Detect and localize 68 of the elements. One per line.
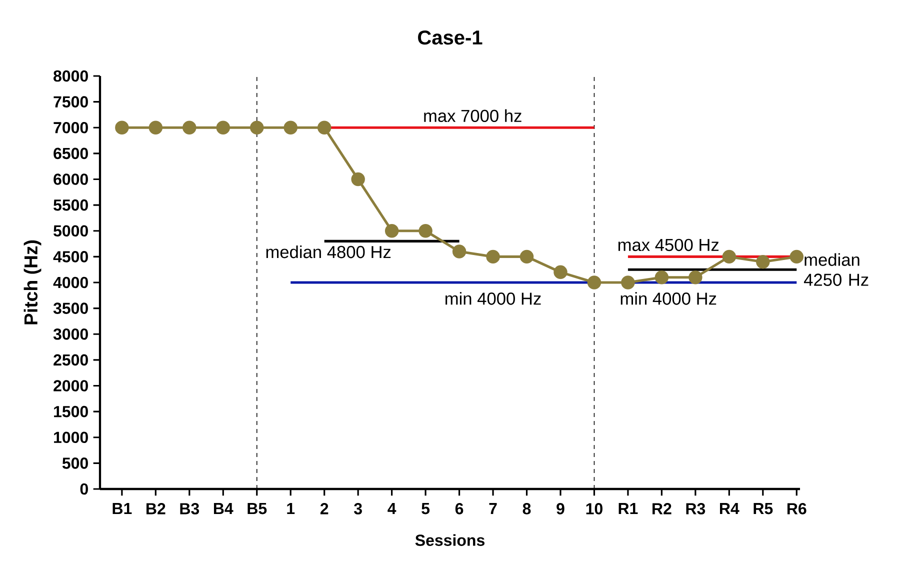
point: [284, 120, 298, 134]
x-tick-label: 7: [489, 503, 497, 514]
point: [486, 250, 500, 264]
y-tick-label: 0: [80, 483, 88, 495]
y-tick-label: 2000: [54, 380, 88, 392]
annotation: median 4800 Hz: [266, 245, 391, 258]
point: [250, 120, 264, 134]
x-tick-label: 8: [522, 503, 531, 514]
y-tick-label: 4500: [53, 251, 88, 262]
x-tick-label: B1: [112, 503, 132, 514]
x-tick-label: B2: [146, 503, 166, 514]
point: [384, 224, 399, 238]
x-tick-label: 4: [388, 503, 396, 514]
y-tick-label: 2500: [54, 354, 88, 366]
y-tick-label: 4000: [53, 276, 88, 288]
x-axis-title: Sessions: [415, 534, 484, 546]
y-tick-label: 5000: [54, 225, 88, 237]
x-tick-label: 9: [556, 503, 564, 514]
x-tick-label: B3: [180, 503, 200, 514]
y-tick-label: 6000: [54, 174, 88, 185]
y-tick-label: 7000: [54, 122, 88, 134]
point: [722, 250, 736, 264]
x-tick-label: 10: [586, 503, 602, 514]
x-tick-label: R2: [652, 503, 672, 514]
y-axis-title: Pitch (Hz): [24, 240, 42, 324]
x-tick-label: 2: [320, 503, 328, 514]
x-tick-label: R5: [754, 503, 773, 514]
y-tick-label: 8000: [54, 70, 88, 82]
point: [756, 254, 770, 269]
y-tick-label: 3000: [53, 328, 88, 340]
y-tick-label: 500: [62, 458, 88, 469]
y-tick-label: 1500: [54, 406, 88, 418]
x-tick-label: 6: [455, 503, 464, 514]
point: [452, 244, 466, 258]
point: [587, 276, 602, 290]
x-tick-label: R1: [618, 503, 638, 514]
point: [688, 270, 702, 284]
y-tick-label: 7500: [54, 96, 88, 108]
y-tick-label: 5500: [54, 199, 88, 211]
x-tick-label: 1: [287, 503, 295, 514]
point: [148, 120, 163, 134]
point: [115, 120, 129, 134]
annotation: min 4000 Hz: [620, 292, 716, 305]
x-tick-label: B5: [248, 503, 267, 514]
point: [418, 224, 432, 238]
point: [621, 276, 635, 290]
point: [351, 172, 365, 186]
point: [520, 250, 534, 264]
point: [317, 120, 332, 134]
y-tick-label: 3500: [53, 302, 88, 314]
annotation: max 7000 hz: [424, 109, 522, 122]
point: [554, 265, 568, 280]
x-tick-label: R6: [787, 503, 806, 514]
annotation: median 4250 Hz: [804, 253, 868, 286]
point: [216, 120, 230, 134]
x-tick-label: 3: [354, 503, 362, 514]
x-tick-label: 5: [422, 503, 430, 514]
y-tick-label: 6500: [54, 148, 88, 160]
point: [182, 120, 196, 134]
chart-title: Case-1: [418, 30, 482, 45]
x-tick-label: B4: [214, 503, 234, 514]
point: [654, 270, 669, 284]
annotation: max 4500 Hz: [618, 238, 719, 252]
y-tick-label: 1000: [54, 432, 88, 444]
x-tick-label: R4: [720, 503, 740, 514]
x-tick-label: R3: [686, 503, 706, 514]
point: [790, 250, 804, 264]
annotation: min 4000 Hz: [446, 292, 541, 305]
